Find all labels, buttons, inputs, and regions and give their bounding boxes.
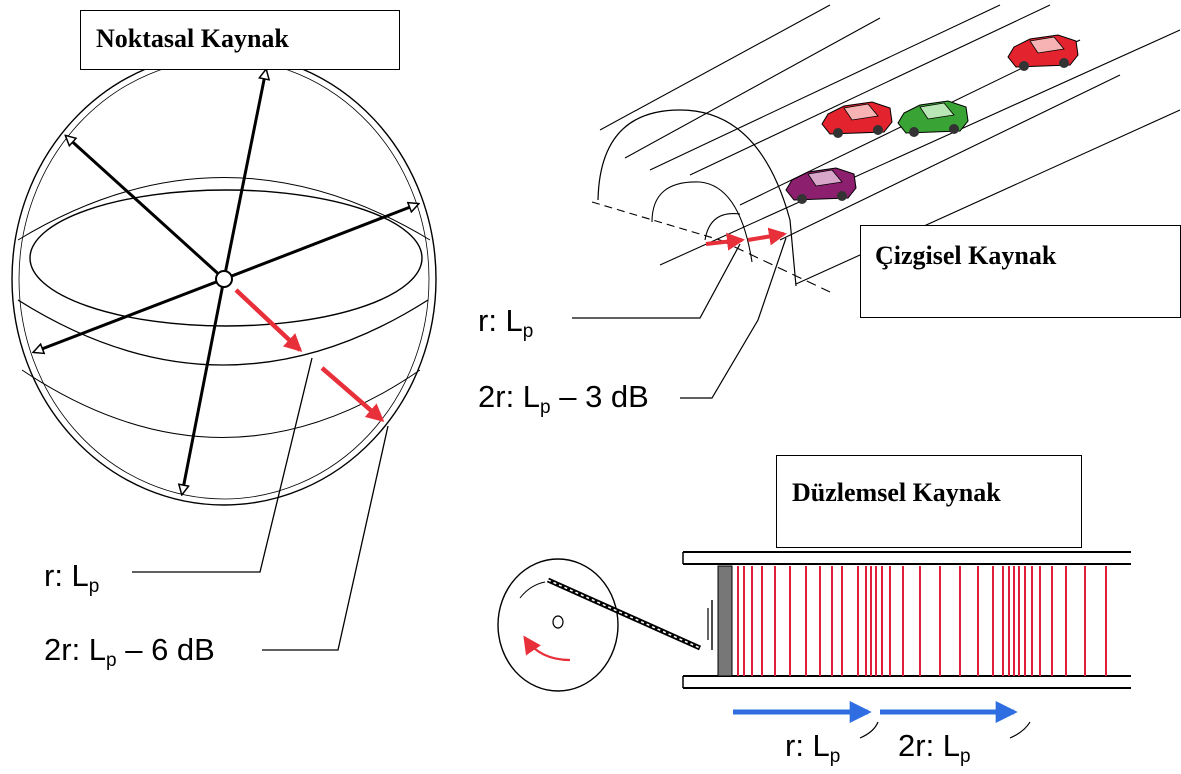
line-near-label: r: Lp	[478, 303, 534, 342]
point-source-red-arrows	[234, 288, 385, 422]
plane-near-label: r: Lp	[785, 728, 841, 767]
plane-source-tube	[682, 551, 1131, 689]
piston-head	[717, 565, 733, 677]
plane-far-label: 2r: Lp	[898, 728, 971, 767]
car-red-far	[1007, 34, 1079, 71]
plane-wave-lines	[737, 566, 1107, 676]
point-source-center	[215, 270, 233, 288]
line-source-red-arrows	[705, 227, 787, 251]
point-source-leader-lines	[132, 357, 389, 651]
point-source-title-text: Noktasal Kaynak	[96, 24, 289, 53]
car-red-middle	[821, 101, 893, 138]
car-purple	[785, 167, 857, 204]
car-green	[897, 100, 969, 137]
plane-source-title-text: Düzlemsel Kaynak	[792, 478, 1001, 507]
line-source-leader-lines	[572, 237, 787, 399]
line-far-label: 2r: Lp – 3 dB	[478, 379, 649, 418]
plane-source-leader-lines	[859, 721, 1031, 739]
line-source-title-text: Çizgisel Kaynak	[875, 241, 1057, 270]
line-source-title: Çizgisel Kaynak	[860, 225, 1181, 318]
point-source-radial-arrows	[34, 70, 418, 494]
point-far-label: 2r: Lp – 6 dB	[44, 632, 215, 671]
crank-wheel	[497, 558, 713, 692]
point-source-title: Noktasal Kaynak	[80, 10, 400, 70]
plane-source-title: Düzlemsel Kaynak	[776, 455, 1082, 548]
point-near-label: r: Lp	[44, 558, 100, 597]
